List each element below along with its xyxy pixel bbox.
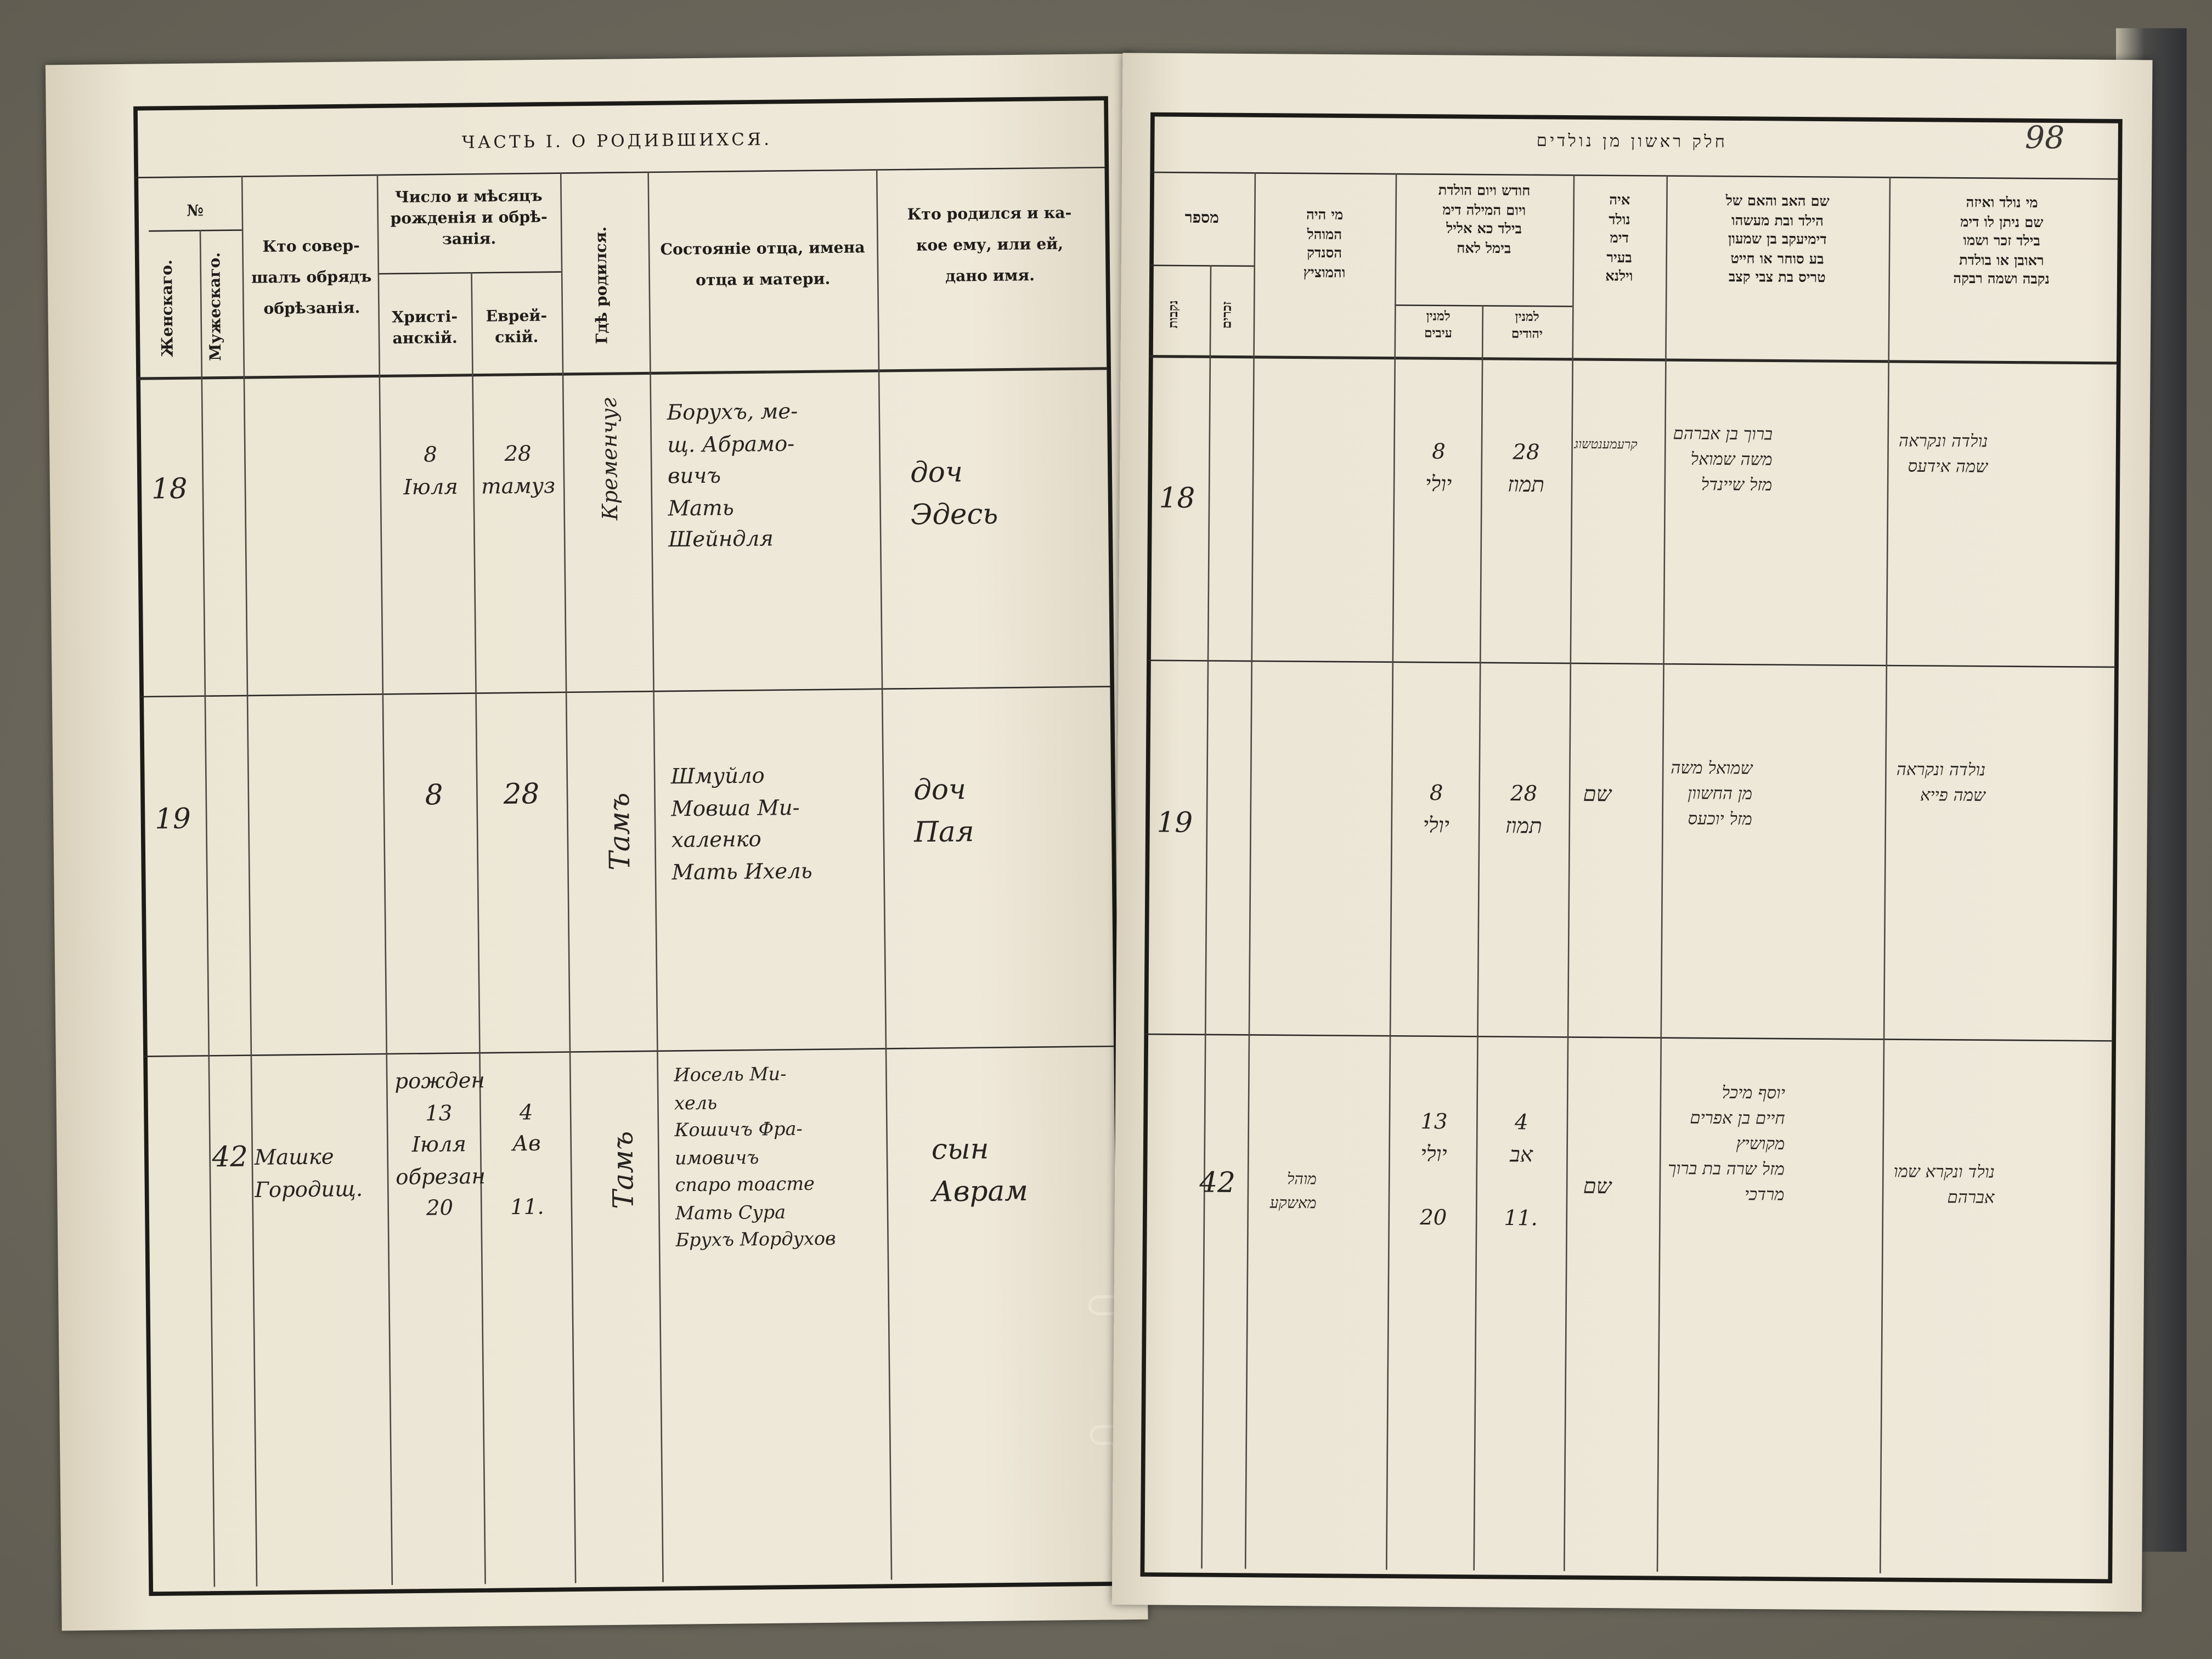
left-page: ЧАСТЬ I. О РОДИВШИХСЯ. № Женскаго. Мужес…	[45, 53, 1209, 1631]
entry-christian-date: 8 Іюля	[403, 442, 459, 500]
header-female: נקבות	[1167, 300, 1182, 329]
entry-child: נולדה ונקראה שמה פייא	[1896, 759, 1986, 805]
entry-jewish-date: 28 תמוז	[1505, 781, 1542, 838]
header-child: מי נולד ואיזה שם ניתן לו דימ בילד זכר וש…	[1953, 195, 2050, 288]
entry-jewish-date: 28 тамуз	[481, 441, 556, 499]
entry-jewish-date: 28	[503, 776, 540, 811]
header-date-group: חודש ויום הולדת ויום המילה דימ בילד כא א…	[1438, 183, 1531, 257]
entry-parents: יוסף מיכל חיים בן אפרים מקושיץ מזל שרה ב…	[1668, 1082, 1785, 1205]
header-female: Женскаго.	[157, 258, 177, 357]
entry-number: 19	[155, 801, 191, 836]
entry-parents: Борухъ, ме- щ. Абрамо- вичъ Мать Шейндля	[667, 398, 798, 552]
table-row: 42 Машке Городищ. рожден 13 Іюля обрезан…	[46, 54, 1132, 1252]
entry-jewish-date: 28 תמוז	[1507, 439, 1545, 497]
entry-child: נולד ונקרא שמו אברהם	[1893, 1161, 1995, 1207]
entry-number: 18	[151, 471, 188, 506]
header-parents: Состояніе отца, имена отца и матери.	[660, 238, 865, 290]
entry-child: сын Аврам	[931, 1131, 1029, 1209]
header-jewish-date: למנין יהודים	[1511, 311, 1543, 343]
header-number: №	[187, 201, 204, 221]
entry-gentile-date: 8 יולי	[1425, 438, 1452, 496]
entry-place: שם	[1583, 781, 1612, 807]
entry-number: 42	[1199, 1165, 1236, 1199]
header-child: Кто родился и ка- кое ему, или ей, дано …	[907, 204, 1072, 286]
entry-place: Тамъ	[605, 1131, 640, 1210]
page-number: 98	[2024, 121, 2065, 157]
entry-jewish-date: 4 Ав 11.	[510, 1067, 544, 1220]
header-performer: Кто совер- шалъ обрядъ обрѣзанія.	[251, 236, 372, 318]
header-place: איה נולד דימ בעיר וילנא	[1605, 193, 1633, 285]
entry-parents: שמואל משה מן החשוון מזל יוכעס	[1671, 758, 1753, 829]
right-page: חלק ראשון מן נולדים 98 מספר נקבות זכרים …	[1111, 53, 2153, 1612]
table-row: 42 מוהל מאשקע 13 יולי 20 4 אב 11. שם יוס…	[1122, 53, 2152, 1230]
header-number: מספר	[1184, 208, 1220, 227]
entry-parents: Шмуйло Мовша Ми- халенко Мать Ихель	[670, 763, 812, 885]
header-parents: שם האב והאם של הילד ובת מעשהו דימיעקב בן…	[1725, 194, 1830, 286]
header-jewish-date: Еврей- скій.	[486, 306, 548, 347]
entry-gentile-date: 8 יולי	[1423, 780, 1450, 838]
entry-place: Кременчуг	[596, 397, 623, 521]
header-place: Гдѣ родился.	[591, 225, 612, 344]
entry-child: נולדה ונקראה שמה אידעס	[1898, 431, 1988, 477]
header-date-group: Число и мѣсяцъ рожденія и обрѣ- занія.	[390, 187, 548, 249]
entry-parents: Иосель Ми- хель Кошичъ Фра- имовичъ спар…	[674, 1064, 836, 1252]
header-performer: מי היה המוהל הסנדק והמוציץ	[1303, 207, 1346, 281]
header-gentile-date: למנין עיבים	[1424, 310, 1452, 342]
entry-child: доч Пая	[913, 772, 974, 849]
entry-place: Тамъ	[602, 792, 637, 871]
entry-gentile-date: 13 יולי 20	[1420, 1109, 1448, 1230]
table-row: 19 8 יולי 28 תמוז שם שמואל משה מן החשוון…	[1122, 53, 2152, 839]
entry-performer: Машке Городищ.	[254, 1144, 363, 1202]
entry-child: доч Эдесь	[910, 454, 998, 532]
table-row: 19 8 28 Тамъ Шмуйло Мовша Ми- халенко Ма…	[46, 54, 1132, 884]
entry-number: 42	[212, 1139, 249, 1174]
header-male: זכרים	[1221, 301, 1235, 329]
entry-parents: ברוך בן אברהם משה שמואל מזל שיינדל	[1673, 423, 1773, 495]
entry-number: 19	[1156, 805, 1193, 839]
right-table-frame	[1140, 112, 2123, 1584]
entry-christian-date: рожден 13 Іюля обрезан 20	[394, 1068, 486, 1221]
header-christian-date: Христі- анскій.	[392, 307, 458, 348]
entry-jewish-date: 4 אב 11.	[1504, 1109, 1538, 1231]
table-row: 18 8 יולי 28 תמוז קרעמענטשוג ברוך בן אבר…	[1122, 53, 2152, 515]
header-male: Мужескаго.	[205, 252, 225, 362]
entry-christian-date: 8	[425, 777, 443, 812]
entry-number: 18	[1159, 480, 1195, 515]
entry-place: קרעמענטשוג	[1574, 438, 1638, 453]
entry-place: שם	[1583, 1173, 1612, 1199]
table-row: 18 8 Іюля 28 тамуз Кременчуг Борухъ, ме-…	[46, 54, 1132, 552]
entry-performer: מוהל מאשקע	[1269, 1170, 1317, 1212]
